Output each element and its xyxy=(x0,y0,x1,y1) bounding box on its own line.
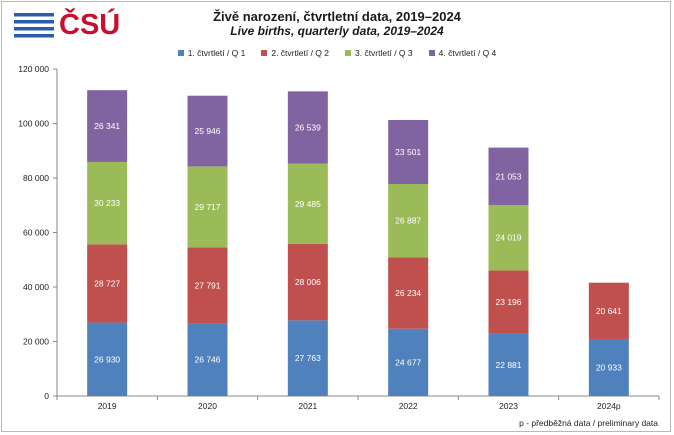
preliminary-note: p - předběžná data / preliminary data xyxy=(519,418,658,428)
y-tick-label: 0 xyxy=(44,391,49,401)
bar-segment xyxy=(287,91,328,164)
csu-logo: ČSÚ xyxy=(14,9,124,41)
bar-data-label: 26 539 xyxy=(295,123,321,133)
logo-stripes xyxy=(14,13,54,38)
y-tick-label: 20 000 xyxy=(23,337,49,347)
bar-data-label: 27 763 xyxy=(295,353,321,363)
legend-swatch xyxy=(428,50,435,56)
bar-segment xyxy=(187,166,228,248)
bar-segment xyxy=(388,328,429,396)
bar-segment xyxy=(388,257,429,329)
bar-data-label: 28 727 xyxy=(94,278,120,288)
chart-subtitle: Live births, quarterly data, 2019–2024 xyxy=(230,24,444,38)
bar-segment xyxy=(488,333,529,396)
x-tick-label: 2024p xyxy=(597,401,621,411)
bar-segment xyxy=(187,247,228,324)
bar-segment xyxy=(87,90,128,162)
bar-data-label: 26 930 xyxy=(94,354,120,364)
y-tick-label: 80 000 xyxy=(23,173,49,183)
bar-data-label: 26 746 xyxy=(195,355,221,365)
legend-swatch xyxy=(177,50,184,56)
legend-label: 2. čtvrtletí / Q 2 xyxy=(271,48,329,58)
bar-data-label: 23 196 xyxy=(496,297,522,307)
bar-segment xyxy=(588,338,629,396)
bar-segment xyxy=(488,270,529,334)
bar-data-label: 21 053 xyxy=(496,171,522,181)
bar-data-label: 20 641 xyxy=(596,306,622,316)
bar-segment xyxy=(87,161,128,245)
x-tick-label: 2020 xyxy=(198,401,217,411)
bar-data-label: 28 006 xyxy=(295,277,321,287)
y-tick-label: 120 000 xyxy=(18,64,49,74)
legend-item: 4. čtvrtletí / Q 4 xyxy=(428,48,497,58)
bar-data-label: 30 233 xyxy=(94,198,120,208)
x-tick-label: 2022 xyxy=(399,401,418,411)
bar-segment xyxy=(488,204,529,271)
bar-segment xyxy=(388,119,429,185)
bar-data-label: 23 501 xyxy=(395,147,421,157)
bar-data-label: 26 887 xyxy=(395,216,421,226)
legend-swatch xyxy=(345,50,351,56)
legend-label: 4. čtvrtletí / Q 4 xyxy=(438,48,497,58)
bar-data-label: 20 933 xyxy=(596,362,622,372)
bar-segment xyxy=(588,282,629,339)
bar-data-label: 26 234 xyxy=(395,288,421,298)
bar-data-label: 26 341 xyxy=(94,121,120,131)
legend-label: 1. čtvrtletí / Q 1 xyxy=(187,48,246,58)
y-tick-label: 60 000 xyxy=(23,228,49,238)
y-tick-label: 100 000 xyxy=(18,119,49,129)
chart-legend: 1. čtvrtletí / Q 1 2. čtvrtletí / Q 2 3. č… xyxy=(0,48,674,58)
legend-item: 3. čtvrtletí / Q 3 xyxy=(345,48,413,58)
bar-data-label: 24 677 xyxy=(395,357,421,367)
bar-segment xyxy=(388,184,429,258)
x-tick-label: 2021 xyxy=(298,401,317,411)
legend-item: 2. čtvrtletí / Q 2 xyxy=(261,48,329,58)
bar-segment xyxy=(488,147,529,205)
bar-data-label: 27 791 xyxy=(195,280,221,290)
bar-segment xyxy=(187,323,228,396)
x-tick-label: 2019 xyxy=(98,401,117,411)
bar-segment xyxy=(287,244,328,321)
bar-segment xyxy=(187,95,228,167)
y-tick-label: 40 000 xyxy=(23,282,49,292)
bar-data-label: 29 485 xyxy=(295,199,321,209)
bar-data-label: 24 019 xyxy=(496,233,522,243)
bar-data-label: 25 946 xyxy=(195,126,221,136)
legend-item: 1. čtvrtletí / Q 1 xyxy=(177,48,246,58)
bar-segment xyxy=(87,322,128,396)
bar-segment xyxy=(287,163,328,245)
legend-swatch xyxy=(261,50,268,56)
legend-label: 3. čtvrtletí / Q 3 xyxy=(355,48,413,58)
bar-segment xyxy=(287,320,328,396)
bar-data-label: 29 717 xyxy=(195,202,221,212)
x-tick-label: 2023 xyxy=(499,401,518,411)
logo-text: ČSÚ xyxy=(59,9,121,41)
chart-title: Živě narození, čtvrtletní data, 2019–202… xyxy=(213,9,461,24)
bar-data-label: 22 881 xyxy=(496,360,522,370)
bar-segment xyxy=(87,244,128,323)
